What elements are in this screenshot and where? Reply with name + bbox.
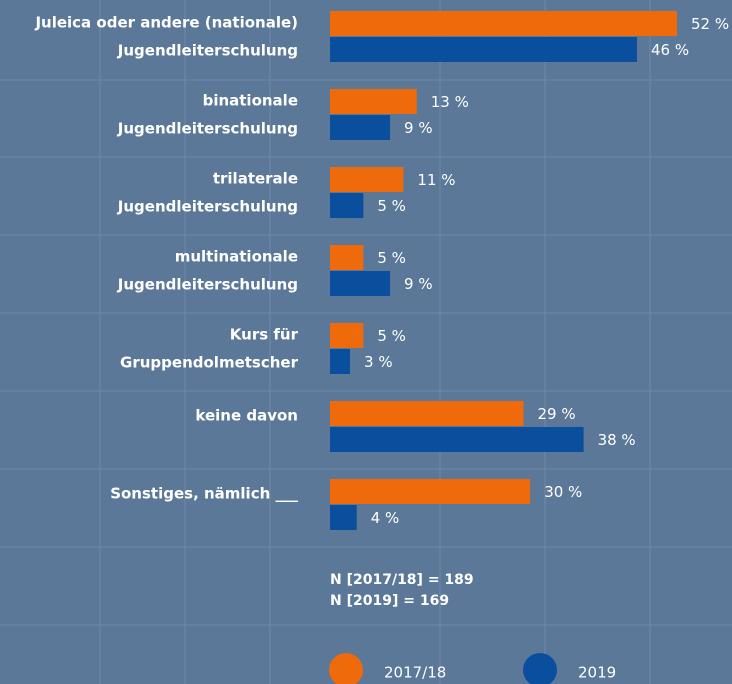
category-label: binationale (203, 92, 298, 110)
value-label: 11 % (417, 171, 455, 189)
note: N [2017/18] = 189 (330, 572, 474, 588)
category-label: keine davon (195, 407, 298, 425)
bar (330, 37, 637, 62)
bar (330, 479, 531, 504)
value-label: 29 % (538, 405, 576, 423)
value-label: 9 % (404, 275, 433, 293)
value-label: 38 % (598, 431, 636, 449)
bar (330, 89, 417, 114)
legend-swatch (523, 653, 557, 684)
value-label: 5 % (377, 249, 406, 267)
category-label: Jugendleiterschulung (117, 198, 298, 216)
bar (330, 505, 357, 530)
value-label: 13 % (431, 93, 469, 111)
value-label: 9 % (404, 119, 433, 137)
bar (330, 349, 351, 374)
category-label: Juleica oder andere (nationale) (34, 14, 298, 32)
bar (330, 245, 364, 270)
value-label: 30 % (544, 483, 582, 501)
category-label: Jugendleiterschulung (117, 120, 298, 138)
bar (330, 193, 364, 218)
value-label: 46 % (651, 41, 689, 59)
bar (330, 323, 364, 348)
value-label: 3 % (364, 353, 393, 371)
bar (330, 115, 391, 140)
bar (330, 271, 391, 296)
category-label: Gruppendolmetscher (120, 354, 299, 372)
legend-swatch (329, 653, 363, 684)
bar (330, 11, 678, 36)
bar (330, 427, 584, 452)
note: N [2019] = 169 (330, 593, 449, 609)
value-label: 5 % (377, 327, 406, 345)
bar (330, 401, 524, 426)
value-label: 4 % (371, 509, 400, 527)
category-label: multinationale (175, 248, 298, 266)
category-label: Jugendleiterschulung (117, 42, 298, 60)
category-label: trilaterale (213, 170, 298, 188)
category-label: Sonstiges, nämlich ___ (110, 485, 298, 503)
category-label: Kurs für (230, 326, 299, 344)
value-label: 52 % (691, 15, 729, 33)
bar (330, 167, 404, 192)
legend-label: 2017/18 (384, 664, 446, 682)
value-label: 5 % (377, 197, 406, 215)
legend-label: 2019 (578, 664, 616, 682)
category-label: Jugendleiterschulung (117, 276, 298, 294)
